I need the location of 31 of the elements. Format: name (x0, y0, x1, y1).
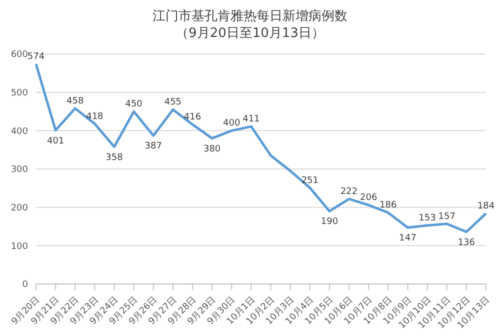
data-label: 153 (418, 213, 436, 224)
data-label: 400 (223, 118, 241, 129)
data-label: 251 (301, 176, 319, 186)
chart-subtitle: （9月20日至10月13日） (174, 25, 326, 42)
data-label: 206 (360, 193, 378, 204)
data-label: 358 (106, 152, 124, 163)
chart-title: 江门市基孔肯雅热每日新增病例数 (152, 8, 348, 25)
data-label: 574 (27, 52, 45, 62)
data-label: 222 (340, 186, 358, 197)
data-label: 455 (164, 98, 182, 108)
y-tick-label: 500 (10, 88, 28, 99)
data-label: 458 (66, 96, 84, 106)
data-label: 184 (477, 201, 495, 212)
y-tick-label: 100 (10, 242, 28, 252)
y-tick-label: 600 (10, 50, 28, 60)
y-tick-label: 400 (10, 126, 28, 137)
data-label: 411 (242, 114, 260, 124)
data-label: 186 (380, 200, 398, 211)
data-label: 450 (125, 100, 143, 110)
data-label: 157 (438, 212, 456, 222)
data-label: 380 (203, 144, 221, 154)
data-label: 147 (399, 234, 416, 244)
data-label: 190 (320, 217, 338, 228)
data-label: 416 (184, 112, 202, 123)
y-tick-label: 200 (10, 204, 28, 214)
data-label: 401 (46, 136, 64, 146)
data-label: 387 (144, 142, 162, 152)
y-tick-label: 300 (10, 165, 28, 176)
data-label: 418 (86, 112, 104, 122)
data-label: 136 (458, 238, 476, 248)
y-tick-label: 0 (22, 280, 28, 290)
